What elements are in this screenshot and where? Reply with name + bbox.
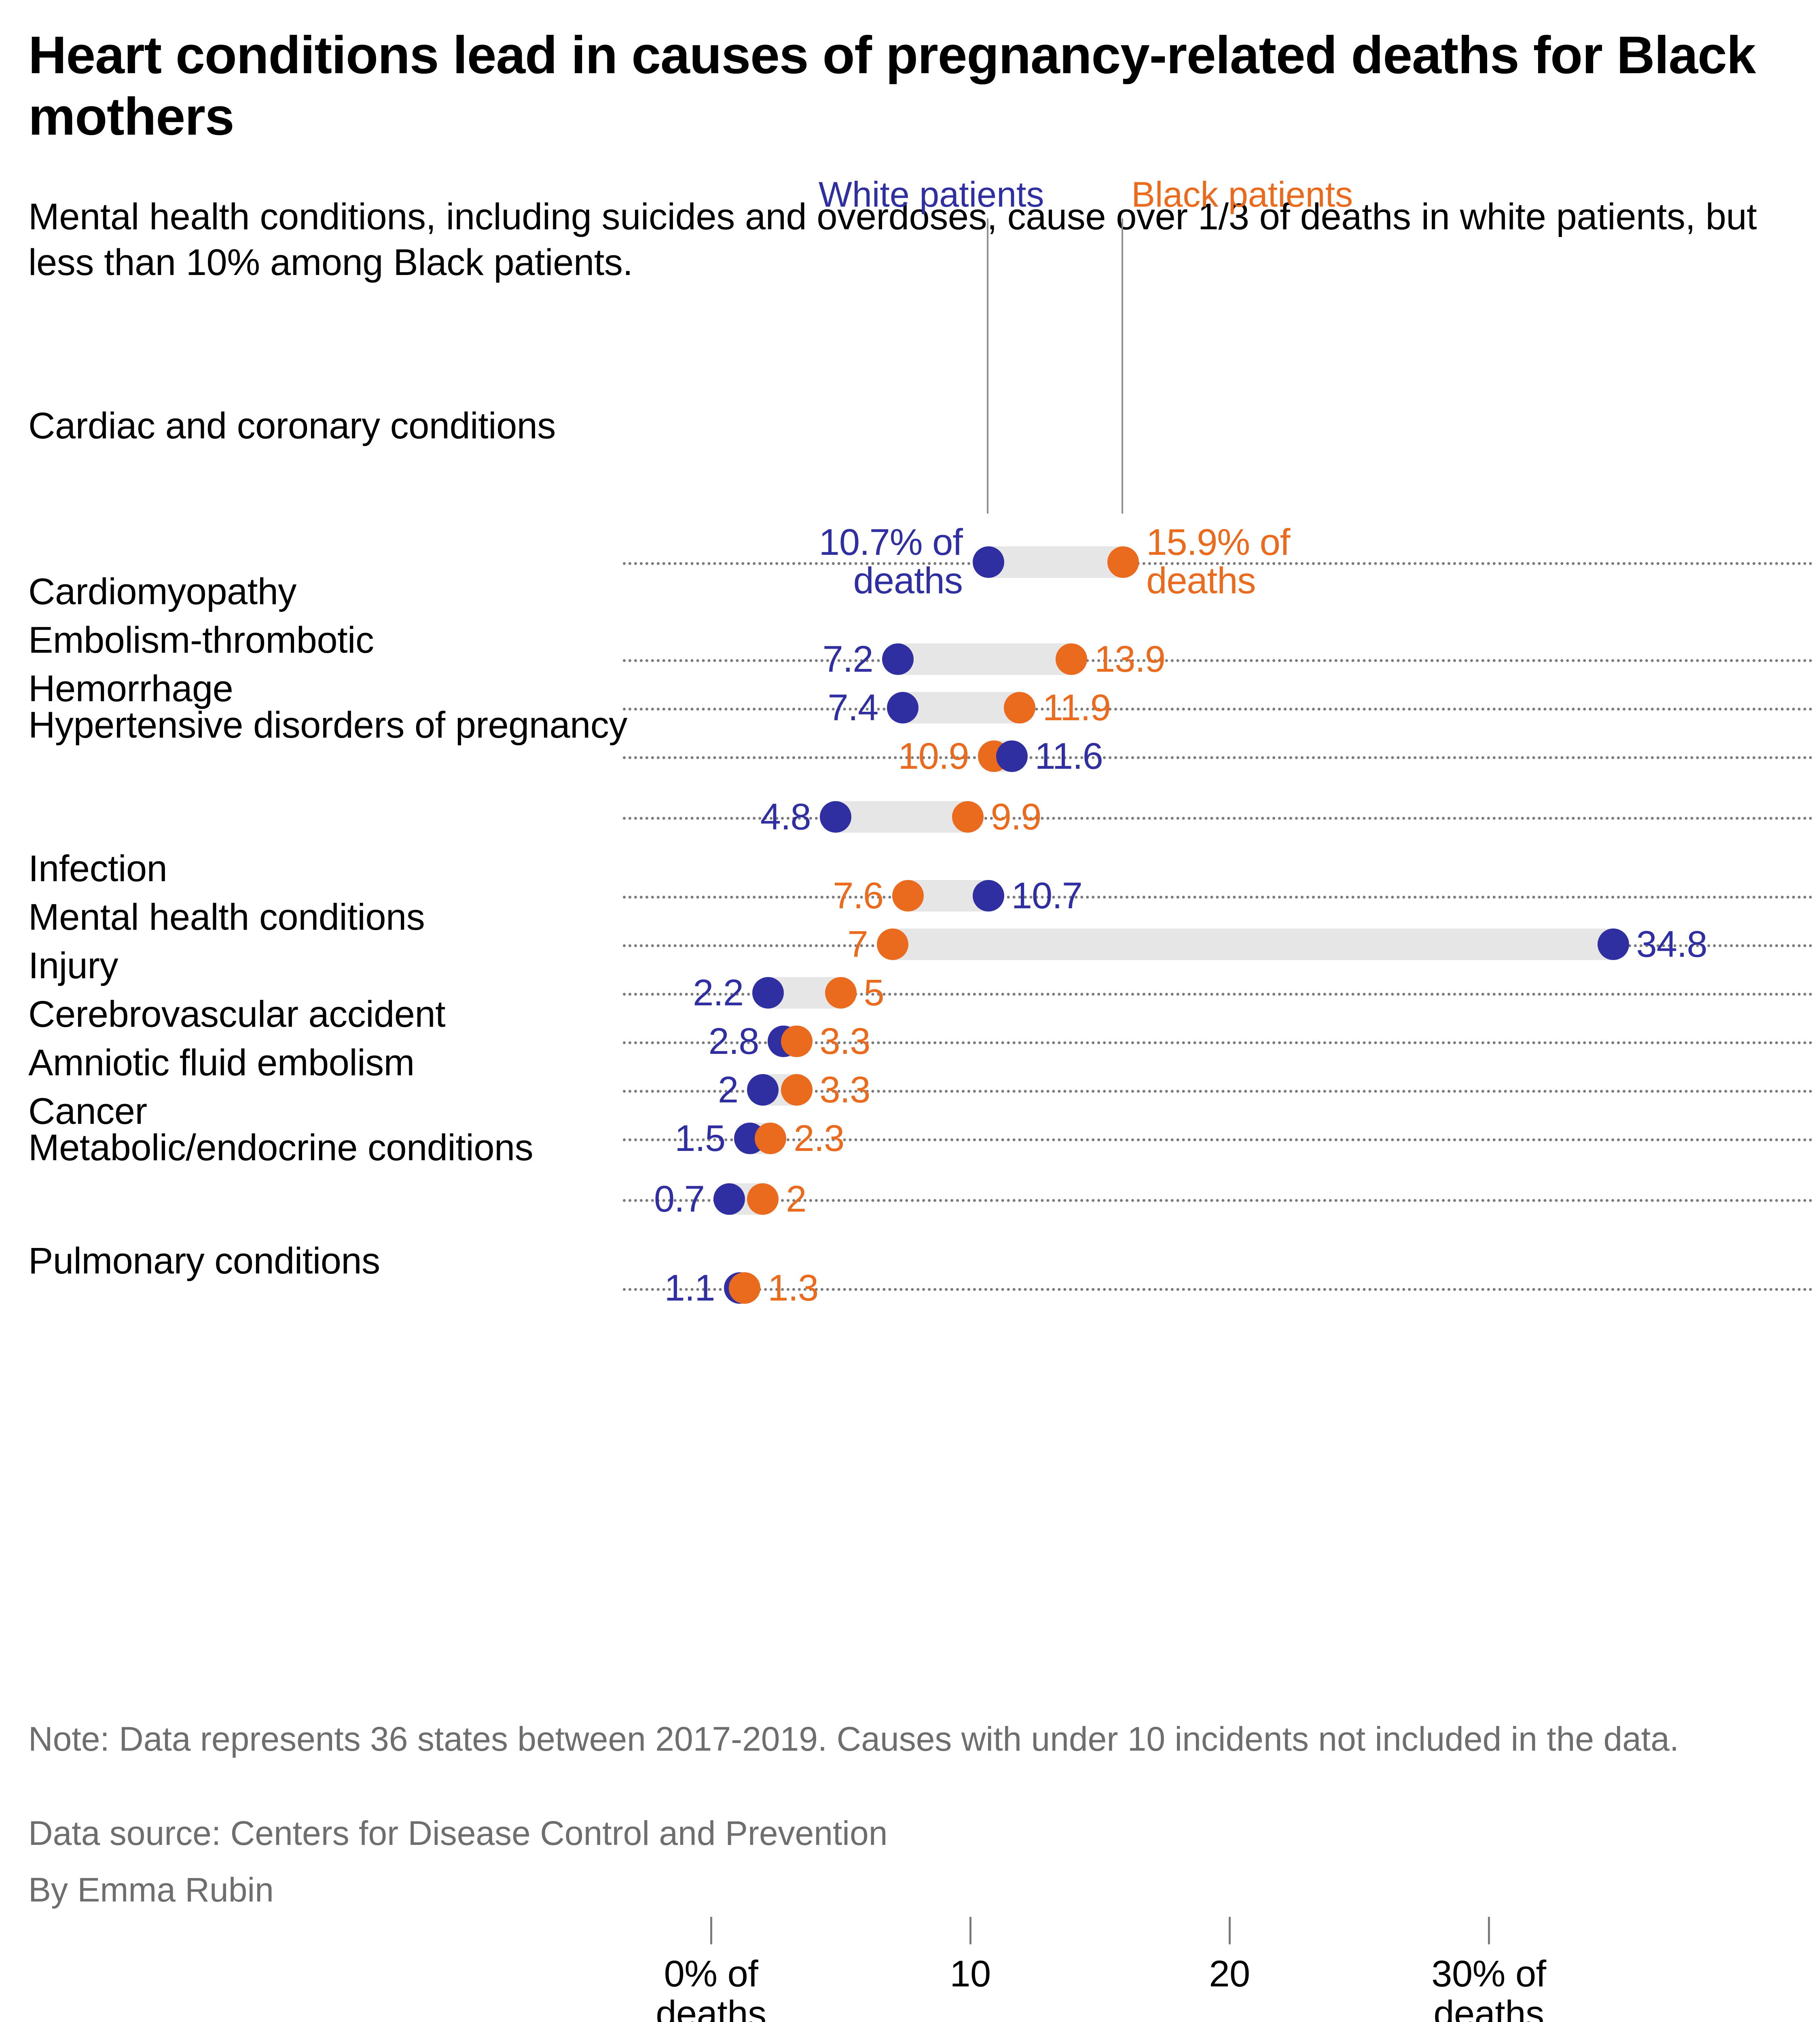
value-label-black: 5	[863, 972, 885, 1013]
legend-leader-line-black	[1122, 218, 1124, 514]
data-point-black[interactable]	[876, 929, 908, 960]
x-axis-tick	[1488, 1917, 1490, 1944]
legend-black-patients: Black patients	[1131, 174, 1353, 214]
row-gridline	[623, 993, 1813, 996]
data-point-white[interactable]	[752, 977, 784, 1009]
data-point-black[interactable]	[892, 880, 924, 912]
x-axis-tick	[969, 1917, 971, 1944]
row-category-label: Hemorrhage	[28, 668, 233, 709]
value-label-black: 2	[786, 1178, 806, 1220]
data-point-black[interactable]	[1107, 546, 1139, 578]
value-label-black: 15.9% of deaths	[1146, 522, 1290, 601]
data-point-black[interactable]	[755, 1123, 787, 1154]
row-gridline	[623, 896, 1813, 899]
value-label-white: 34.8	[1636, 924, 1708, 965]
data-point-white[interactable]	[1597, 929, 1629, 960]
value-label-black: 7.6	[833, 875, 884, 916]
value-label-black: 9.9	[990, 796, 1042, 838]
value-label-black: 3.3	[819, 1021, 871, 1062]
x-axis: 0% of deaths 10 20 30% of deaths	[0, 1917, 1820, 2022]
value-label-white: 2.8	[708, 1021, 760, 1062]
row-category-label: Cancer	[28, 1091, 147, 1132]
x-axis-tick-label: 0% of deaths	[656, 1953, 766, 2022]
data-point-black[interactable]	[781, 1074, 813, 1106]
row-category-label: Pulmonary conditions	[28, 1240, 380, 1282]
value-label-white: 0.7	[654, 1178, 705, 1220]
x-axis-tick-label: 30% of deaths	[1431, 1953, 1546, 2022]
value-label-black: 11.9	[1042, 687, 1111, 728]
data-point-black[interactable]	[825, 977, 857, 1009]
value-label-white: 1.5	[675, 1118, 726, 1159]
row-category-label: Embolism-thrombotic	[28, 620, 374, 661]
value-label-white: 2.2	[693, 972, 744, 1013]
row-gridline	[623, 562, 1813, 565]
chart-byline: By Emma Rubin	[28, 1871, 274, 1909]
data-point-white[interactable]	[996, 740, 1028, 772]
value-label-black: 7	[847, 924, 868, 965]
value-label-white: 2	[718, 1069, 739, 1110]
row-gridline	[623, 1199, 1813, 1202]
row-gridline	[623, 817, 1813, 820]
chart-plot-area: White patients Black patients Cardiac an…	[0, 174, 1820, 2022]
row-category-label: Injury	[28, 945, 118, 986]
chart-source: Data source: Centers for Disease Control…	[28, 1814, 888, 1852]
data-point-white[interactable]	[882, 643, 914, 675]
legend-white-patients: White patients	[818, 174, 1044, 214]
row-category-label: Mental health conditions	[28, 897, 425, 938]
data-point-black[interactable]	[729, 1272, 761, 1304]
data-point-white[interactable]	[972, 546, 1004, 578]
row-gridline	[623, 1138, 1813, 1141]
value-label-black: 10.9	[898, 736, 969, 777]
row-category-label: Cerebrovascular accident	[28, 994, 446, 1035]
value-label-white: 1.1	[664, 1267, 715, 1309]
row-category-label: Metabolic/endocrine conditions	[28, 1127, 533, 1168]
data-point-white[interactable]	[713, 1183, 745, 1215]
data-point-black[interactable]	[781, 1026, 813, 1057]
row-gridline	[623, 1288, 1813, 1291]
row-connector-bar	[897, 643, 1071, 675]
row-gridline	[623, 1041, 1813, 1044]
value-label-black: 1.3	[768, 1267, 819, 1309]
row-category-label: Hypertensive disorders of pregnancy	[28, 704, 627, 746]
value-label-white: 10.7% of deaths	[819, 522, 963, 601]
data-point-black[interactable]	[952, 801, 984, 833]
data-point-white[interactable]	[972, 880, 1004, 912]
chart-note: Note: Data represents 36 states between …	[28, 1720, 1679, 1758]
row-gridline	[623, 1090, 1813, 1093]
value-label-black: 2.3	[794, 1118, 844, 1159]
row-connector-bar	[835, 801, 968, 833]
data-point-black[interactable]	[1055, 643, 1087, 675]
row-category-label: Infection	[28, 848, 167, 889]
row-connector-bar	[988, 546, 1124, 578]
row-gridline	[623, 756, 1813, 759]
x-axis-tick-label: 20	[1209, 1953, 1250, 1995]
x-axis-tick	[1229, 1917, 1231, 1944]
row-category-label: Amniotic fluid embolism	[28, 1042, 415, 1083]
row-gridline	[623, 708, 1813, 711]
data-point-black[interactable]	[747, 1183, 779, 1215]
value-label-white: 7.4	[827, 687, 878, 728]
row-gridline	[623, 659, 1813, 662]
page-subtitle: Mental health conditions, including suic…	[28, 196, 1757, 283]
value-label-white: 10.7	[1011, 875, 1083, 916]
row-category-label: Cardiomyopathy	[28, 571, 296, 612]
page-title: Heart conditions lead in causes of pregn…	[28, 25, 1756, 146]
value-label-white: 4.8	[760, 796, 811, 838]
data-point-white[interactable]	[747, 1074, 779, 1106]
legend-leader-line-white	[986, 218, 988, 514]
x-axis-tick-label: 10	[950, 1953, 991, 1995]
value-label-white: 11.6	[1035, 736, 1103, 777]
data-point-white[interactable]	[819, 801, 851, 833]
x-axis-tick	[710, 1917, 712, 1944]
row-connector-bar	[892, 929, 1613, 960]
value-label-white: 7.2	[822, 639, 874, 680]
chart-page: Heart conditions lead in causes of pregn…	[0, 25, 1820, 2022]
value-label-black: 3.3	[819, 1069, 871, 1110]
value-label-black: 13.9	[1094, 639, 1166, 680]
row-category-label: Cardiac and coronary conditions	[28, 405, 556, 446]
row-connector-bar	[903, 692, 1020, 723]
data-point-white[interactable]	[887, 692, 919, 723]
data-point-black[interactable]	[1003, 692, 1035, 723]
